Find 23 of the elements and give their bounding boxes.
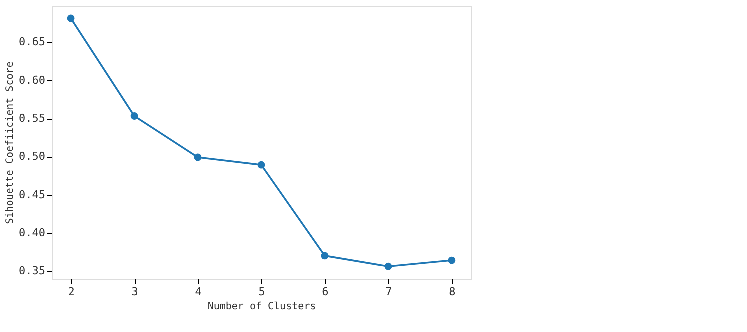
y-tick-label: 0.65 bbox=[19, 36, 46, 49]
x-tick-label: 7 bbox=[386, 286, 392, 298]
y-tick-label: 0.50 bbox=[19, 150, 46, 164]
point bbox=[448, 256, 456, 264]
x-tick-label: 4 bbox=[195, 286, 202, 298]
point bbox=[258, 161, 266, 169]
y-axis-title: Sihouette Coefiicient Score bbox=[5, 62, 16, 224]
x-tick-label: 2 bbox=[68, 286, 75, 298]
point bbox=[67, 14, 75, 22]
x-tick-label: 6 bbox=[322, 286, 329, 298]
point bbox=[384, 262, 392, 270]
y-tick-label: 0.55 bbox=[19, 112, 46, 126]
x-axis-title: Number of Clusters bbox=[208, 302, 316, 312]
x-tick-label: 3 bbox=[132, 286, 138, 298]
point bbox=[130, 112, 138, 120]
x-tick-label: 5 bbox=[258, 286, 266, 298]
point bbox=[321, 252, 329, 260]
y-tick-label: 0.45 bbox=[19, 188, 46, 202]
y-tick-label: 0.40 bbox=[19, 226, 46, 240]
y-tick-label: 0.60 bbox=[19, 74, 46, 87]
y-tick-label: 0.35 bbox=[19, 264, 46, 278]
point bbox=[194, 154, 202, 162]
x-tick-label: 8 bbox=[449, 286, 456, 298]
